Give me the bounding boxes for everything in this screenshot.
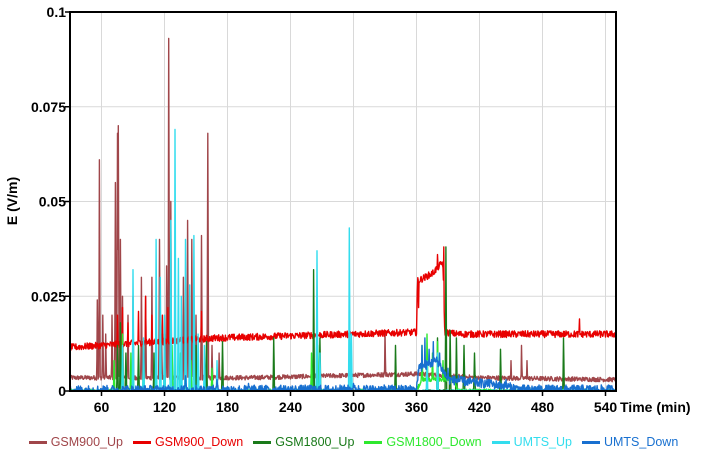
legend-swatch bbox=[581, 440, 600, 444]
legend-label: GSM900_Down bbox=[154, 435, 244, 449]
legend-swatch bbox=[132, 440, 151, 444]
legend-swatch bbox=[28, 440, 47, 444]
x-axis-ticks: 60 120 180 240 300 360 420 480 540 bbox=[94, 391, 618, 415]
legend-label: GSM1800_Up bbox=[275, 435, 355, 449]
chart-legend: GSM900_Up GSM900_Down GSM1800_Up GSM1800_Do… bbox=[0, 430, 707, 454]
x-tick-label: 360 bbox=[405, 399, 429, 415]
x-tick-label: 180 bbox=[216, 399, 240, 415]
y-tick-label: 0.075 bbox=[31, 99, 66, 115]
legend-label: UMTS_Down bbox=[603, 435, 679, 449]
legend-item-gsm1800-down: GSM1800_Down bbox=[364, 435, 482, 449]
y-tick-label: 0.025 bbox=[31, 288, 66, 304]
legend-item-gsm900-down: GSM900_Down bbox=[132, 435, 244, 449]
legend-swatch bbox=[491, 440, 510, 444]
legend-item-umts-down: UMTS_Down bbox=[581, 435, 679, 449]
y-tick-label: 0.1 bbox=[47, 4, 67, 20]
legend-item-gsm1800-up: GSM1800_Up bbox=[253, 435, 354, 449]
legend-swatch bbox=[253, 440, 272, 444]
x-tick-label: 240 bbox=[279, 399, 303, 415]
y-axis-title: E (V/m) bbox=[4, 177, 20, 225]
legend-label: GSM1800_Down bbox=[386, 435, 482, 449]
x-tick-label: 480 bbox=[531, 399, 555, 415]
legend-label: GSM900_Up bbox=[50, 435, 123, 449]
x-tick-label: 60 bbox=[94, 399, 110, 415]
y-tick-label: 0.05 bbox=[39, 194, 66, 210]
x-tick-label: 300 bbox=[342, 399, 366, 415]
series-line-umts-down bbox=[70, 337, 616, 391]
legend-swatch bbox=[364, 440, 383, 444]
x-tick-label: 540 bbox=[594, 399, 618, 415]
y-tick-label: 0 bbox=[58, 383, 66, 399]
x-axis-title: Time (min) bbox=[620, 399, 691, 415]
legend-label: UMTS_Up bbox=[513, 435, 572, 449]
line-chart: 0 0.025 0.05 0.075 0.1 60 120 180 240 300 360 420 4… bbox=[4, 4, 691, 415]
x-tick-label: 120 bbox=[153, 399, 177, 415]
x-tick-label: 420 bbox=[468, 399, 492, 415]
legend-item-umts-up: UMTS_Up bbox=[491, 435, 572, 449]
legend-item-gsm900-up: GSM900_Up bbox=[28, 435, 123, 449]
y-axis-ticks: 0 0.025 0.05 0.075 0.1 bbox=[31, 4, 70, 399]
